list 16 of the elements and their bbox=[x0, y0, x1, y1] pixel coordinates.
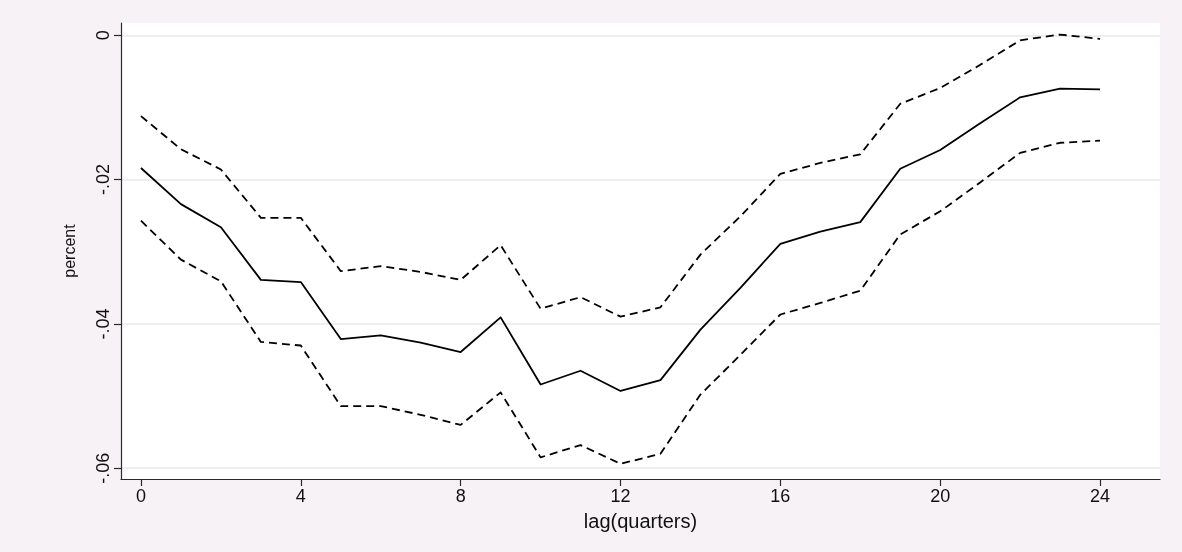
y-tick-label: -.04 bbox=[93, 308, 113, 340]
y-tick-label: -.02 bbox=[93, 164, 113, 196]
x-tick-label: 0 bbox=[135, 486, 146, 506]
y-tick-label: 0 bbox=[93, 30, 113, 41]
y-tick-label: -.06 bbox=[93, 452, 113, 484]
x-tick-label: 20 bbox=[930, 486, 951, 506]
x-tick-label: 16 bbox=[770, 486, 791, 506]
x-tick-label: 24 bbox=[1090, 486, 1111, 506]
line-series bbox=[140, 87, 1101, 392]
x-tick-label: 8 bbox=[455, 486, 466, 506]
x-tick-label: 12 bbox=[610, 486, 631, 506]
y-axis-title: percent bbox=[60, 223, 78, 278]
x-axis-title: lag(quarters) bbox=[583, 510, 698, 532]
line-series bbox=[140, 33, 1101, 318]
x-tick-label: 4 bbox=[295, 486, 306, 506]
line-series bbox=[140, 139, 1101, 465]
